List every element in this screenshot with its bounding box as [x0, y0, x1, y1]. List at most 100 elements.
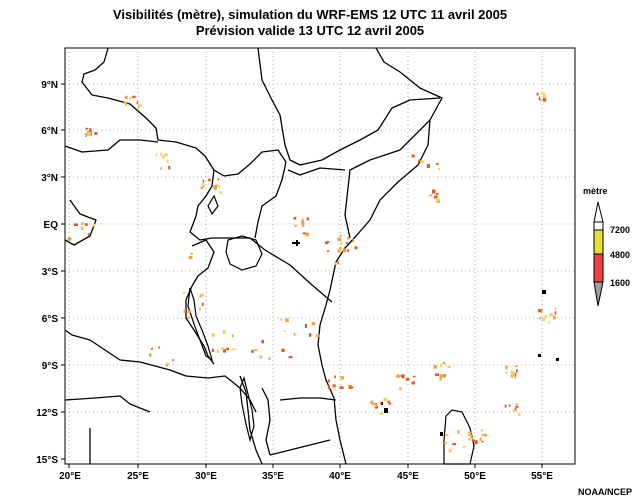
- lon-label-25e: 25°E: [127, 471, 149, 482]
- border-rwanda-burundi: [191, 239, 215, 287]
- visibility-patch: [125, 95, 128, 99]
- lake-victoria: [225, 235, 263, 271]
- visibility-patch: [251, 349, 254, 353]
- visibility-patch: [288, 356, 293, 359]
- border-malawi-east: [261, 387, 271, 456]
- visibility-patch: [305, 232, 310, 237]
- visibility-patch: [202, 184, 205, 188]
- visibility-patch: [538, 96, 541, 101]
- visibility-patch: [462, 445, 466, 448]
- lakes: [187, 194, 263, 443]
- visibility-patch: [333, 386, 336, 391]
- visibility-patch: [468, 431, 472, 434]
- lat-label-6n: 6°N: [41, 126, 58, 137]
- visibility-patch: [163, 153, 168, 156]
- visibility-patch: [285, 318, 289, 322]
- map-frame: [64, 47, 576, 465]
- visibility-patch: [334, 262, 338, 265]
- visibility-patch: [554, 311, 557, 315]
- visibility-patch: [211, 348, 214, 353]
- lat-label-6s: 6°S: [42, 314, 59, 325]
- visibility-patch: [302, 222, 305, 227]
- visibility-patch: [199, 307, 201, 311]
- border-moz-south: [269, 439, 331, 456]
- visibility-patch: [540, 309, 543, 311]
- visibility-patch: [138, 104, 142, 107]
- visibility-patch: [516, 369, 518, 373]
- lon-label-30e: 30°E: [195, 471, 217, 482]
- visibility-patch: [438, 167, 441, 170]
- visibility-patch: [231, 334, 234, 338]
- visibility-patch: [294, 224, 297, 227]
- visibility-patch: [190, 252, 193, 255]
- legend-colorbar: [593, 201, 604, 307]
- visibility-patch: [440, 364, 443, 368]
- visibility-patch: [81, 226, 84, 230]
- lat-label-3n: 3°N: [41, 173, 58, 184]
- visibility-patch: [168, 165, 171, 170]
- visibility-patch: [412, 375, 416, 378]
- visibility-patch: [316, 334, 320, 338]
- legend-white: [593, 221, 604, 231]
- visibility-patch: [268, 357, 271, 360]
- legend-label-4800: 4800: [610, 250, 631, 260]
- boundaries: [64, 47, 443, 465]
- border-tanganyika: [185, 285, 215, 365]
- visibility-patch: [439, 374, 444, 378]
- visibility-patch: [339, 386, 344, 389]
- border-malawi: [239, 375, 263, 465]
- visibility-patch: [510, 370, 515, 374]
- visibility-patch: [510, 374, 513, 378]
- visibility-patch: [166, 159, 169, 163]
- visibility-patch: [201, 182, 204, 185]
- legend-yellow: [593, 229, 604, 255]
- visibility-patch: [158, 346, 161, 349]
- visibility-patch: [217, 178, 220, 181]
- visibility-patch: [444, 441, 448, 445]
- visibility-patch: [149, 353, 152, 357]
- legend-title: mètre: [583, 186, 608, 196]
- visibility-patch: [218, 185, 221, 188]
- map-subtitle: Prévision valide 13 UTC 12 avril 2005: [195, 23, 425, 38]
- visibility-patch: [213, 185, 217, 189]
- lon-label-45e: 45°E: [397, 471, 419, 482]
- visibility-patch: [514, 375, 517, 379]
- visibility-patch: [187, 316, 190, 319]
- border-uganda-kenya: [254, 161, 287, 239]
- visibility-patch: [433, 365, 438, 369]
- visibility-patch: [172, 359, 174, 362]
- visibility-patch: [388, 402, 392, 405]
- border-ethiopia-kenya: [287, 167, 346, 176]
- visibility-patch: [467, 432, 471, 436]
- visibility-patch: [536, 92, 539, 96]
- visibility-patch: [436, 198, 440, 202]
- visibility-patch: [349, 386, 354, 389]
- lat-label-eq: EQ: [44, 220, 59, 231]
- island: [292, 242, 300, 244]
- visibility-patch: [283, 330, 286, 332]
- visibility-patch: [85, 133, 88, 138]
- visibility-patch: [201, 302, 204, 306]
- visibility-patch: [471, 439, 475, 442]
- visibility-patch: [136, 101, 139, 105]
- visibility-patch: [334, 375, 336, 379]
- visibility-patch: [308, 333, 312, 337]
- lat-label-3s: 3°S: [42, 267, 59, 278]
- visibility-patch: [346, 249, 349, 252]
- visibility-patch: [479, 437, 482, 441]
- visibility-patch: [439, 377, 442, 381]
- visibility-patch: [183, 309, 186, 313]
- lon-label-55e: 55°E: [531, 471, 553, 482]
- visibility-patch: [200, 293, 204, 297]
- visibility-patch: [281, 348, 285, 352]
- lake-tanganyika: [187, 287, 214, 362]
- visibility-patch: [540, 98, 542, 102]
- visibility-patch: [226, 347, 230, 351]
- visibility-patch: [325, 241, 329, 245]
- visibility-patch: [340, 376, 344, 380]
- visibility-patch: [84, 223, 88, 226]
- lake-albert: [207, 194, 219, 216]
- legend-arrow-top: [593, 201, 604, 223]
- border-kenya-tanzania: [249, 237, 333, 303]
